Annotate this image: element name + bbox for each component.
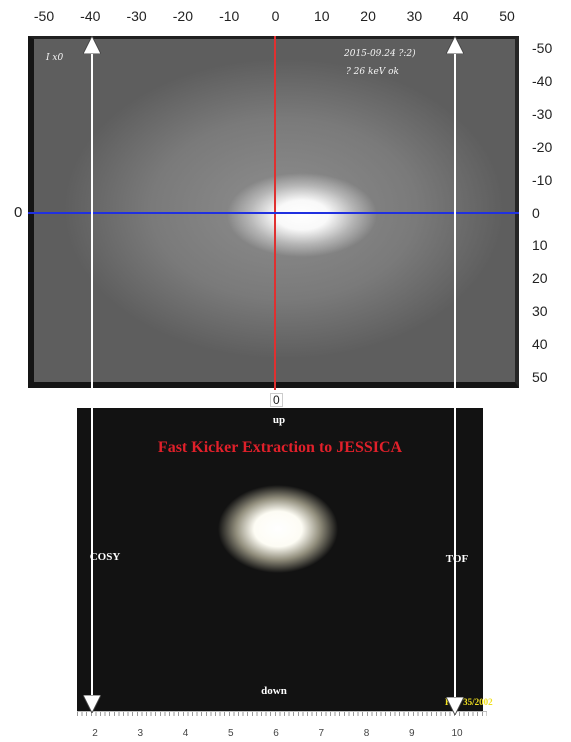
ruler-tick-label: 8 [363,728,370,739]
top-x-tick-label: 40 [452,8,469,24]
handwritten-corner-mark: I x0 [46,53,64,63]
top-x-tick-label: 50 [499,8,515,24]
top-x-tick-label: 0 [271,8,280,24]
top-x-tick-label: -50 [33,8,55,24]
zero-left-label: 0 [14,204,23,221]
bottom-ruler [77,711,487,726]
handwritten-energy: ? 26 keV ok [346,67,400,77]
ruler-tick-label: 6 [273,728,279,739]
date-stamp: KW 35/2002 [445,697,493,707]
handwritten-date: 2015-09.24 ?:2) [344,49,416,59]
ruler-tick-label: 3 [137,728,144,739]
right-y-tick-label: 30 [532,303,548,320]
label-up: up [272,414,286,426]
right-y-tick-label: -50 [532,40,553,56]
top-x-tick-label: -40 [80,8,101,24]
ruler-tick-label: 7 [318,728,325,739]
photo-title: Fast Kicker Extraction to JESSICA [157,439,403,456]
right-y-tick-label: 50 [532,369,548,385]
right-y-tick-label: 10 [532,237,548,254]
right-y-tick-label: 20 [532,270,548,287]
right-y-tick-label: 0 [532,204,540,221]
ruler-tick-label: 4 [182,728,189,739]
right-y-tick-label: 40 [532,336,548,353]
ruler-tick-label: 5 [227,728,234,739]
ruler-tick-label: 9 [408,728,415,739]
right-y-tick-label: -10 [532,171,553,188]
top-x-tick-label: 20 [360,8,376,24]
bottom-beam-photo: Fast Kicker Extraction to JESSICA up dow… [77,408,493,711]
top-x-tick-label: -30 [126,8,147,24]
top-x-tick-label: 10 [314,8,330,24]
label-down: down [261,685,287,697]
top-x-tick-label: -10 [219,8,240,24]
top-x-tick-label: -20 [172,8,194,24]
ruler-tick-label: 10 [451,728,463,739]
right-y-tick-label: -30 [532,105,553,122]
right-y-tick-label: -20 [532,138,553,155]
ruler-tick-label: 2 [92,728,98,739]
right-y-tick-label: -40 [532,72,553,89]
top-x-tick-label: 30 [406,8,423,24]
zero-bottom-label: 0 [270,393,283,407]
